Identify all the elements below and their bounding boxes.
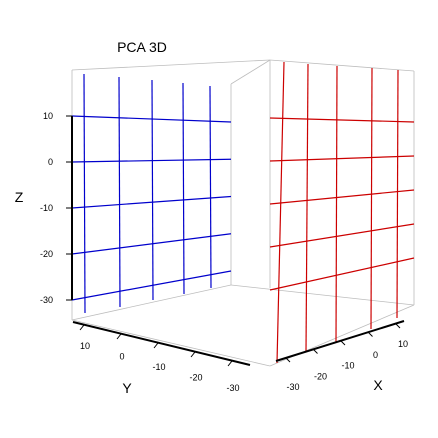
y-tick-label: 0 [119, 352, 124, 362]
x-axis-title: X [373, 377, 383, 393]
tick-labels: 10 0 -10 -20 -30 10 0 -10 -20 -30 -30 -20 -10 0 10 [40, 111, 408, 393]
xz-wall-grid [269, 61, 415, 364]
box-edge [230, 284, 415, 306]
y-tick-label: -10 [152, 362, 165, 372]
yz-gridline-z [71, 195, 232, 209]
x-axis-line [275, 320, 405, 362]
axis-lines [66, 115, 405, 367]
y-tick-mark [190, 351, 196, 358]
x-tick-mark [340, 340, 346, 346]
yz-wall-grid [71, 73, 232, 314]
x-tick-label: -10 [341, 361, 354, 371]
x-tick-label: 10 [398, 339, 408, 349]
x-tick-mark [285, 357, 291, 363]
xz-gridline-x [276, 61, 285, 364]
y-axis-line [72, 321, 251, 366]
y-tick-label: -20 [189, 373, 202, 383]
y-tick-label: -30 [226, 383, 239, 393]
yz-gridline-y [118, 76, 121, 308]
z-tick-label: -30 [40, 295, 53, 305]
chart-title: PCA 3D [117, 39, 167, 55]
y-axis-title: Y [122, 380, 132, 396]
xz-gridline-x [335, 65, 338, 343]
y-tick-mark [227, 360, 233, 367]
z-tick-label: 10 [43, 111, 53, 121]
xz-gridline-x [370, 67, 373, 330]
x-tick-mark [313, 349, 318, 354]
yz-gridline-z [71, 158, 232, 163]
xz-gridline-z [269, 117, 415, 123]
x-tick-label: -20 [314, 371, 327, 381]
yz-gridline-z [71, 233, 232, 255]
yz-gridline-z [71, 270, 232, 301]
box-edge [230, 59, 271, 85]
z-axis-title: Z [15, 189, 24, 205]
x-tick-mark [395, 323, 401, 329]
x-tick-label: 0 [373, 350, 378, 360]
xz-gridline-z [269, 223, 415, 248]
x-tick-mark [368, 332, 373, 337]
yz-gridline-y [182, 82, 185, 295]
z-tick-label: -10 [40, 203, 53, 213]
box-edge [71, 284, 232, 321]
z-tick-label: -20 [40, 249, 53, 259]
yz-gridline-y [209, 85, 212, 289]
xz-gridline-x [396, 69, 399, 319]
box-edge [71, 59, 271, 71]
yz-gridline-y [151, 79, 154, 301]
xz-gridline-x [305, 63, 309, 353]
xz-gridline-z [269, 155, 415, 162]
yz-gridline-y [83, 73, 86, 314]
bounding-box [71, 59, 415, 367]
xz-gridline-z [269, 257, 415, 291]
yz-gridline-z [71, 115, 232, 123]
y-tick-mark [153, 342, 159, 349]
y-tick-mark [116, 333, 122, 340]
z-tick-label: 0 [48, 157, 53, 167]
box-edge [71, 319, 271, 367]
x-tick-label: -30 [286, 382, 299, 392]
y-tick-label: 10 [80, 341, 90, 351]
xz-gridline-z [269, 189, 415, 205]
y-tick-mark [79, 324, 85, 331]
box-edge [269, 59, 415, 72]
